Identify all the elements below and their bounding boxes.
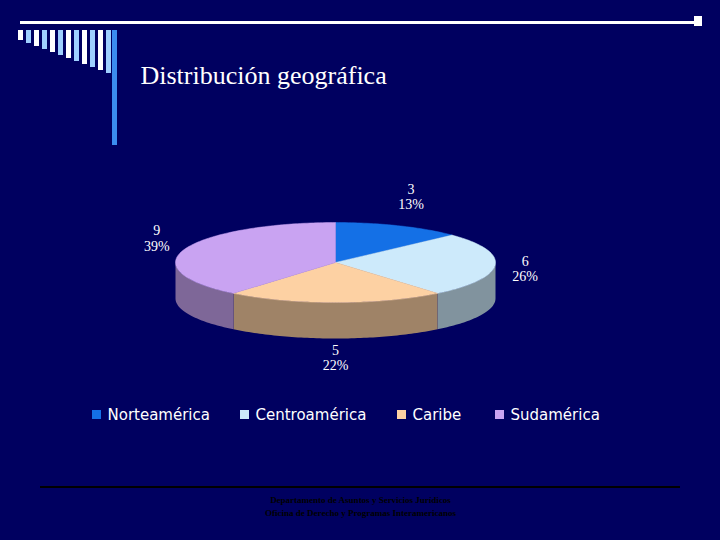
svg-text:Sudamérica: Sudamérica <box>511 406 600 424</box>
svg-text:Caribe: Caribe <box>413 406 462 424</box>
svg-text:626%: 626% <box>512 254 538 284</box>
svg-text:Distribución geográfica: Distribución geográfica <box>141 61 388 90</box>
svg-text:Centroamérica: Centroamérica <box>256 406 367 424</box>
svg-text:522%: 522% <box>323 343 349 373</box>
svg-text:Oficina de Derecho y Programas: Oficina de Derecho y Programas Interamer… <box>265 508 456 518</box>
svg-text:Departamento de Asuntos y Serv: Departamento de Asuntos y Servicios Jurí… <box>270 495 451 505</box>
svg-text:313%: 313% <box>398 182 424 212</box>
svg-text:939%: 939% <box>144 223 170 253</box>
svg-text:Norteamérica: Norteamérica <box>108 406 210 424</box>
